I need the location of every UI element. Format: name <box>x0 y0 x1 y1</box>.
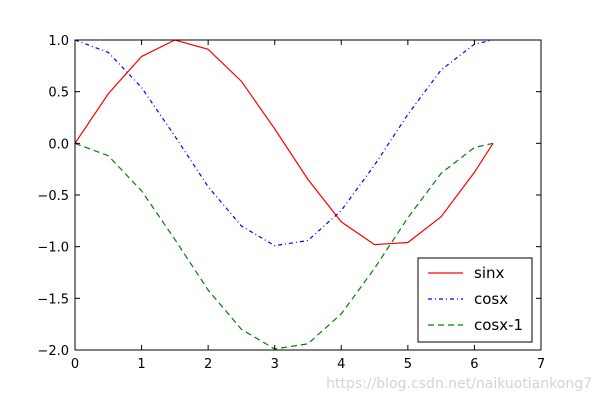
x-tick-label: 6 <box>470 357 478 372</box>
y-tick-label: −1.5 <box>37 292 69 307</box>
y-tick-label: −2.0 <box>37 344 69 359</box>
series-line-1 <box>75 40 494 247</box>
legend: sinx cosx cosx-1 <box>417 257 533 343</box>
x-tick-label: 5 <box>404 357 412 372</box>
y-tick-label: 0.0 <box>48 137 69 152</box>
y-tick-label: −0.5 <box>37 189 69 204</box>
x-tick-label: 4 <box>337 357 345 372</box>
y-tick-label: −1.0 <box>37 241 69 256</box>
x-tick-label: 3 <box>271 357 279 372</box>
x-tick-label: 7 <box>537 357 545 372</box>
x-tick-label: 0 <box>71 357 79 372</box>
series-lines <box>75 40 494 350</box>
watermark-text: https://blog.csdn.net/naikuotiankong7 <box>326 376 592 392</box>
legend-label: cosx-1 <box>474 316 523 334</box>
legend-label: sinx <box>474 264 504 282</box>
series-line-2 <box>75 142 494 350</box>
legend-label: cosx <box>474 290 508 308</box>
axis-ticks: 0 1 2 3 4 5 6 7 1.0 0.5 0.0 −0.5 −1.0 −1.5 −2.0 <box>37 34 545 372</box>
legend-box <box>417 257 533 343</box>
series-line-0 <box>75 40 494 246</box>
y-tick-label: 0.5 <box>48 86 69 101</box>
y-tick-label: 1.0 <box>48 34 69 49</box>
x-tick-label: 1 <box>137 357 145 372</box>
x-tick-label: 2 <box>204 357 212 372</box>
